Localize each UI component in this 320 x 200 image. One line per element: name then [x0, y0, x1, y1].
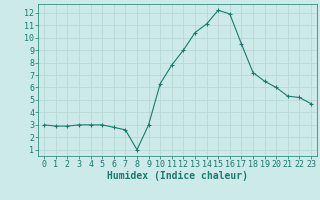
X-axis label: Humidex (Indice chaleur): Humidex (Indice chaleur) — [107, 171, 248, 181]
